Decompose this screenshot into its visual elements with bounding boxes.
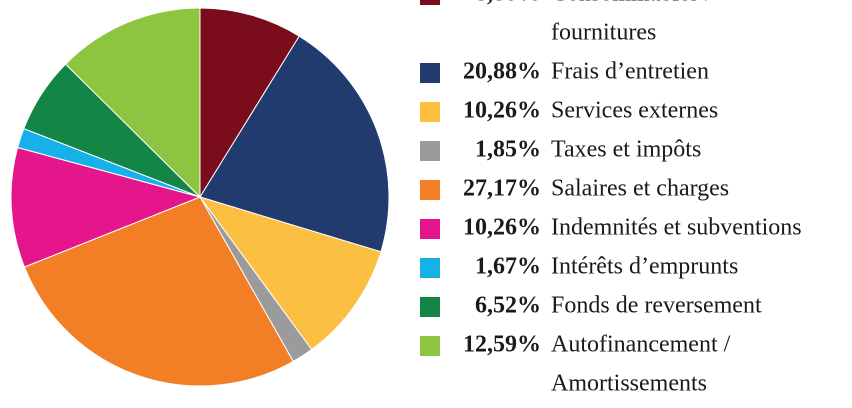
legend-value: 12,59% xyxy=(463,332,541,358)
legend-label: Salaires et charges xyxy=(551,176,729,202)
legend-swatch xyxy=(420,258,440,278)
legend-label: Fonds de reversement xyxy=(551,293,762,319)
legend-label: Consommables / xyxy=(551,0,712,7)
pie-slice xyxy=(199,35,390,253)
legend-swatch xyxy=(420,63,440,83)
legend-swatch xyxy=(420,336,440,356)
legend-label: Indemnités et subventions xyxy=(551,215,802,241)
legend-value: 10,26% xyxy=(463,98,541,124)
legend-value: 1,67% xyxy=(475,254,541,280)
legend-label: Frais d’entretien xyxy=(551,59,709,85)
legend-swatch xyxy=(420,180,440,200)
legend-label: Services externes xyxy=(551,98,718,124)
legend-value: 27,17% xyxy=(463,176,541,202)
pie-slice xyxy=(199,7,300,199)
legend-swatch xyxy=(420,0,440,5)
legend-label: Intérêts d’emprunts xyxy=(551,254,738,280)
legend-label: Autofinancement / xyxy=(551,332,731,358)
legend-value: 8,80% xyxy=(475,0,541,7)
legend-label: fournitures xyxy=(551,20,656,46)
legend-value: 6,52% xyxy=(475,293,541,319)
pie-slice xyxy=(64,7,201,199)
legend-value: 1,85% xyxy=(475,137,541,163)
pie-slice xyxy=(198,196,382,351)
legend-swatch xyxy=(420,219,440,239)
legend-value: 20,88% xyxy=(463,59,541,85)
legend-value: 10,26% xyxy=(463,215,541,241)
pie-slice xyxy=(23,196,294,387)
legend-label: Amortissements xyxy=(551,371,707,397)
legend-label: Taxes et impôts xyxy=(551,137,701,163)
pie-slice xyxy=(10,146,202,268)
legend-swatch xyxy=(420,141,440,161)
legend-swatch xyxy=(420,297,440,317)
legend-swatch xyxy=(420,102,440,122)
